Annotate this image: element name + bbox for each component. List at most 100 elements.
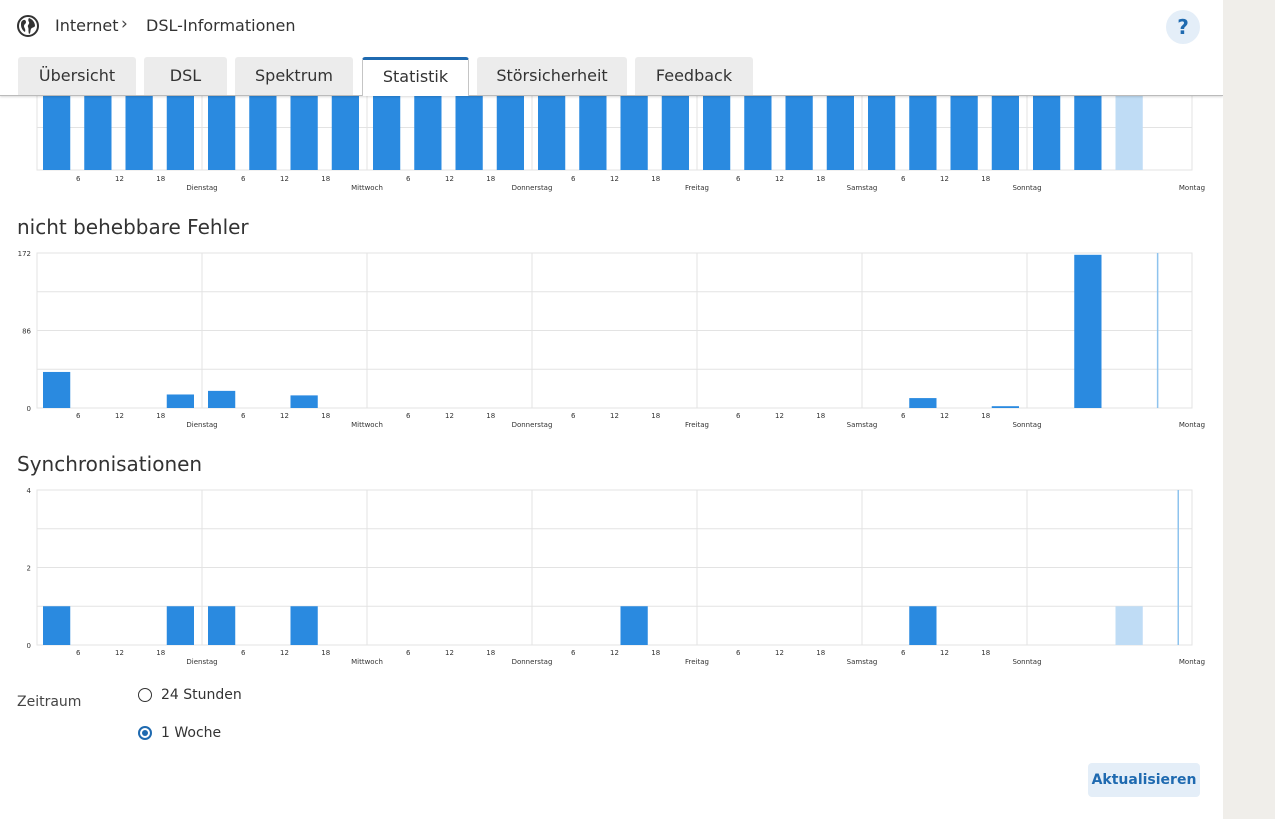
help-button[interactable]: ? — [1166, 10, 1200, 44]
x-day-label: Montag — [1179, 421, 1205, 429]
x-tick-label: 18 — [156, 412, 165, 420]
x-tick-label: 12 — [940, 412, 949, 420]
period-label: Zeitraum — [17, 694, 82, 710]
x-tick-label: 12 — [280, 412, 289, 420]
x-tick-label: 6 — [406, 649, 411, 657]
x-day-label: Freitag — [685, 421, 709, 429]
x-tick-label: 12 — [610, 412, 619, 420]
tab-statistik[interactable]: Statistik — [362, 57, 469, 96]
x-day-label: Samstag — [847, 184, 878, 192]
chart-synchronisations: 0 2 4 6 12 18 Dienstag 6 12 18 Mittwoch 6 12 18 Donner… — [0, 487, 1205, 666]
x-day-label: Donnerstag — [512, 184, 553, 192]
x-tick-label: 18 — [321, 649, 330, 657]
radio-1week-circle[interactable] — [138, 726, 152, 740]
x-tick-label: 12 — [445, 412, 454, 420]
bar — [208, 390, 236, 408]
x-tick-label: 6 — [571, 412, 576, 420]
x-day-label: Donnerstag — [512, 658, 553, 666]
x-tick-label: 6 — [76, 412, 81, 420]
x-tick-label: 18 — [486, 175, 495, 183]
x-tick-label: 12 — [115, 175, 124, 183]
x-day-label: Sonntag — [1012, 184, 1041, 192]
tab-uebersicht[interactable]: Übersicht — [18, 57, 136, 95]
y-tick-label: 0 — [27, 642, 31, 650]
x-tick-label: 12 — [610, 649, 619, 657]
radio-1week[interactable]: 1 Woche — [138, 723, 221, 743]
section-title-uncorrectable-errors: nicht behebbare Fehler — [17, 215, 249, 239]
x-tick-label: 12 — [445, 649, 454, 657]
bar — [991, 406, 1019, 408]
bar — [290, 395, 318, 408]
x-tick-label: 12 — [610, 175, 619, 183]
tab-spektrum[interactable]: Spektrum — [235, 57, 353, 95]
chart-uncorrectable-errors: 0 86 172 6 12 18 Dienstag 6 12 18 Mittwoch 6 12 18 Don… — [0, 250, 1205, 429]
radio-1week-label[interactable]: 1 Woche — [161, 725, 222, 741]
x-tick-label: 6 — [241, 649, 246, 657]
x-tick-label: 18 — [651, 175, 660, 183]
x-tick-label: 6 — [571, 649, 576, 657]
bar — [1074, 254, 1102, 408]
x-tick-label: 6 — [241, 412, 246, 420]
x-day-label: Dienstag — [186, 658, 217, 666]
page-header: Internet › DSL-Informationen ? Übersicht… — [0, 0, 1223, 96]
x-tick-label: 6 — [901, 175, 906, 183]
x-tick-label: 6 — [406, 175, 411, 183]
x-day-label: Sonntag — [1012, 421, 1041, 429]
x-tick-label: 18 — [321, 412, 330, 420]
x-day-label: Dienstag — [186, 421, 217, 429]
x-tick-label: 18 — [486, 412, 495, 420]
scrollbar-track[interactable] — [1223, 0, 1275, 819]
chevron-right-icon: › — [121, 14, 128, 34]
y-tick-label: 172 — [18, 250, 31, 258]
x-tick-label: 12 — [445, 175, 454, 183]
x-day-label: Freitag — [685, 184, 709, 192]
x-day-label: Dienstag — [186, 184, 217, 192]
x-tick-label: 6 — [406, 412, 411, 420]
bar — [208, 606, 236, 645]
x-tick-label: 18 — [651, 649, 660, 657]
x-tick-label: 6 — [736, 649, 741, 657]
bar-current-period — [1115, 606, 1143, 645]
x-tick-label: 12 — [775, 412, 784, 420]
tab-dsl[interactable]: DSL — [144, 57, 227, 95]
globe-icon — [17, 15, 39, 37]
refresh-button[interactable]: Aktualisieren — [1088, 763, 1200, 797]
x-tick-label: 6 — [241, 175, 246, 183]
bar — [620, 606, 648, 645]
x-tick-label: 12 — [940, 649, 949, 657]
x-tick-label: 18 — [321, 175, 330, 183]
x-day-label: Mittwoch — [351, 658, 383, 666]
x-day-label: Donnerstag — [512, 421, 553, 429]
x-day-label: Mittwoch — [351, 184, 383, 192]
x-tick-label: 6 — [571, 175, 576, 183]
x-day-label: Montag — [1179, 658, 1205, 666]
x-tick-label: 18 — [816, 175, 825, 183]
x-tick-label: 6 — [901, 649, 906, 657]
bar — [43, 371, 71, 408]
x-tick-label: 6 — [736, 412, 741, 420]
radio-24h-label[interactable]: 24 Stunden — [161, 687, 242, 703]
x-day-label: Samstag — [847, 658, 878, 666]
x-day-label: Sonntag — [1012, 658, 1041, 666]
tab-stoersicherheit[interactable]: Störsicherheit — [477, 57, 627, 95]
breadcrumb-internet[interactable]: Internet — [55, 16, 119, 35]
radio-24h[interactable]: 24 Stunden — [138, 685, 242, 705]
section-title-synchronisations: Synchronisationen — [17, 452, 203, 476]
bar — [166, 606, 194, 645]
bar — [290, 606, 318, 645]
x-tick-label: 18 — [651, 412, 660, 420]
x-day-label: Samstag — [847, 421, 878, 429]
main-content: 0 6 12 18 Dienstag 6 12 18 Mittwoch 6 12 18 Donnerst… — [0, 0, 1223, 819]
x-tick-label: 12 — [775, 649, 784, 657]
bar — [43, 606, 71, 645]
y-tick-label: 0 — [27, 405, 31, 413]
x-day-label: Montag — [1179, 184, 1205, 192]
tab-feedback[interactable]: Feedback — [635, 57, 753, 95]
radio-24h-circle[interactable] — [138, 688, 152, 702]
x-tick-label: 12 — [280, 649, 289, 657]
x-tick-label: 18 — [156, 649, 165, 657]
y-tick-label: 2 — [27, 565, 31, 573]
x-tick-label: 18 — [981, 412, 990, 420]
x-tick-label: 12 — [940, 175, 949, 183]
y-tick-label: 86 — [22, 328, 31, 336]
